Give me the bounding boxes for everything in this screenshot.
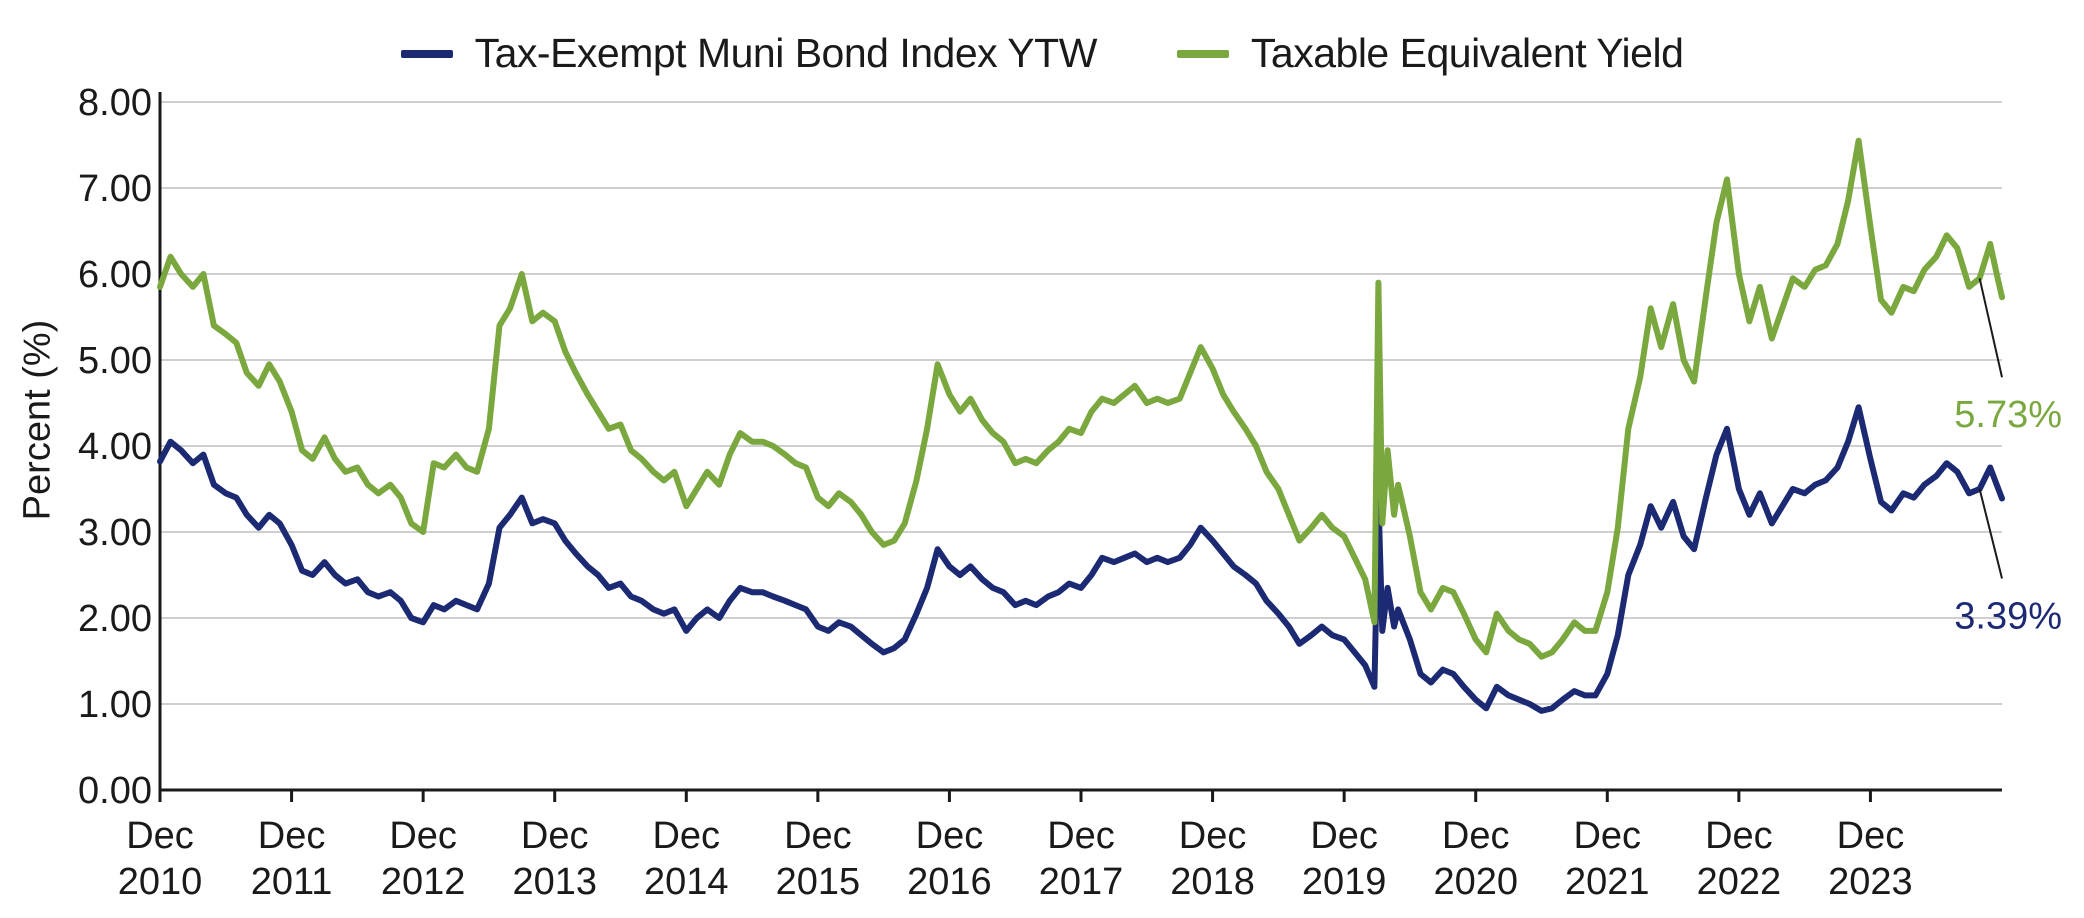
y-tick-label: 5.00 — [78, 340, 152, 382]
y-axis-label: Percent (%) — [16, 319, 59, 521]
x-tick-label-month: Dec — [1179, 815, 1247, 857]
end-label-leader-0 — [1978, 488, 2003, 579]
x-tick-label-month: Dec — [521, 815, 589, 857]
x-tick-label-month: Dec — [916, 815, 984, 857]
y-tick-label: 8.00 — [78, 82, 152, 124]
x-tick-label-year: 2012 — [381, 861, 466, 903]
x-tick-label-year: 2021 — [1565, 861, 1650, 903]
y-tick-label: 0.00 — [78, 770, 152, 812]
x-tick-label-month: Dec — [389, 815, 457, 857]
x-tick-label-year: 2011 — [251, 861, 333, 903]
x-tick-label-year: 2016 — [907, 861, 992, 903]
legend-item-muni: Tax-Exempt Muni Bond Index YTW — [400, 30, 1098, 77]
x-tick-label-month: Dec — [1047, 815, 1115, 857]
x-tick-label-year: 2017 — [1039, 861, 1124, 903]
x-tick-label-month: Dec — [784, 815, 852, 857]
legend: Tax-Exempt Muni Bond Index YTW Taxable E… — [0, 30, 2084, 77]
legend-swatch-muni — [400, 49, 453, 58]
x-tick-label-year: 2018 — [1170, 861, 1255, 903]
x-tick-label-month: Dec — [1573, 815, 1641, 857]
y-tick-label: 1.00 — [78, 684, 152, 726]
x-tick-label-month: Dec — [652, 815, 720, 857]
end-labels: 3.39% 5.73% — [1954, 278, 2062, 637]
y-axis-ticks: 0.00 1.00 2.00 3.00 4.00 5.00 6.00 7.00 8.00 — [78, 82, 152, 812]
x-tick-label-month: Dec — [1837, 815, 1905, 857]
x-tick-label-year: 2023 — [1828, 861, 1913, 903]
x-tick-label-month: Dec — [126, 815, 194, 857]
x-tick-label-month: Dec — [1310, 815, 1378, 857]
end-label-0: 3.39% — [1954, 595, 2062, 637]
end-label-1: 5.73% — [1954, 394, 2062, 436]
x-tick-label-year: 2019 — [1302, 861, 1387, 903]
x-tick-label-month: Dec — [1442, 815, 1510, 857]
legend-item-taxable: Taxable Equivalent Yield — [1176, 30, 1684, 77]
x-tick-label-year: 2014 — [644, 861, 729, 903]
legend-swatch-taxable — [1176, 49, 1229, 58]
y-tick-label: 7.00 — [78, 168, 152, 210]
x-tick-label-year: 2015 — [776, 861, 861, 903]
y-tick-label: 3.00 — [78, 512, 152, 554]
x-tick-label-year: 2013 — [512, 861, 597, 903]
series-line-1 — [157, 137, 2005, 660]
x-tick-label-month: Dec — [258, 815, 326, 857]
y-tick-label: 2.00 — [78, 598, 152, 640]
y-tick-label: 6.00 — [78, 254, 152, 296]
end-label-leader-1 — [1978, 278, 2003, 378]
x-tick-label-month: Dec — [1705, 815, 1773, 857]
x-tick-label-year: 2020 — [1433, 861, 1518, 903]
legend-label-taxable: Taxable Equivalent Yield — [1250, 30, 1684, 76]
legend-label-muni: Tax-Exempt Muni Bond Index YTW — [474, 30, 1098, 76]
series-lines — [157, 137, 2005, 714]
x-tick-label-year: 2022 — [1697, 861, 1782, 903]
x-axis-ticks: Dec2010Dec2011Dec2012Dec2013Dec2014Dec20… — [118, 790, 1913, 903]
y-tick-label: 4.00 — [78, 426, 152, 468]
series-line-0 — [157, 404, 2005, 714]
x-tick-label-year: 2010 — [118, 861, 203, 903]
